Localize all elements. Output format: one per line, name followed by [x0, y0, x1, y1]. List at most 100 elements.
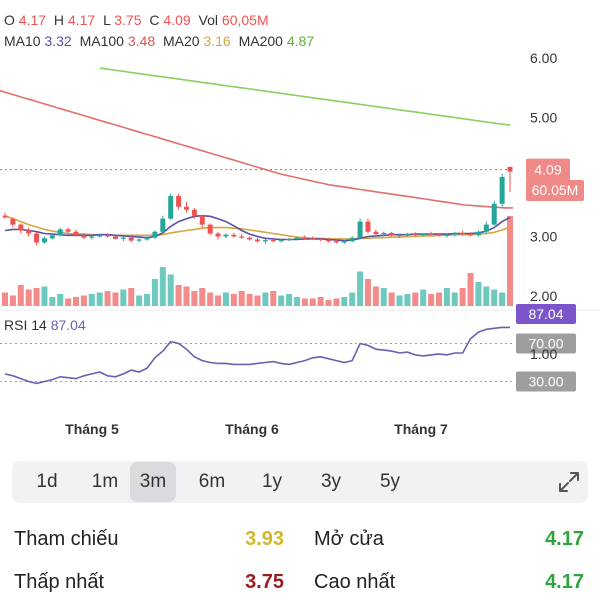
volume-bar: [325, 300, 332, 306]
period-button-6m[interactable]: 6m: [198, 471, 226, 492]
candle: [381, 231, 387, 237]
candle-body: [144, 237, 150, 240]
candle-body: [326, 240, 332, 242]
volume-bar: [475, 282, 482, 306]
candle-body: [207, 224, 213, 234]
candle-body: [215, 233, 221, 237]
candle: [483, 221, 489, 234]
candle-body: [286, 238, 292, 241]
candle-body: [89, 236, 95, 238]
last-volume-label: 60.05M: [532, 182, 579, 198]
period-button-3m[interactable]: 3m: [130, 462, 176, 502]
volume-bar: [293, 297, 300, 306]
candle: [183, 201, 189, 213]
candle: [397, 233, 403, 238]
candle: [120, 236, 126, 242]
candle-body: [199, 215, 205, 225]
volume-bar: [230, 294, 237, 306]
rsi-value-badge: [516, 304, 576, 324]
volume-bar: [238, 291, 245, 306]
period-button-3y[interactable]: 3y: [320, 471, 342, 492]
volume-bar: [120, 289, 127, 306]
candle-body: [262, 240, 268, 242]
candle-body: [491, 203, 497, 225]
rsi-value-label: 87.04: [528, 306, 563, 322]
x-axis-label: Tháng 6: [225, 421, 279, 437]
candle: [475, 230, 481, 237]
close-label: C: [149, 12, 160, 28]
candle: [105, 232, 111, 238]
volume-bar: [2, 292, 8, 306]
volume-bar: [88, 294, 95, 306]
volume-bar: [372, 286, 379, 306]
candle-body: [404, 234, 410, 236]
volume-bar: [183, 286, 190, 306]
period-button-1y[interactable]: 1y: [261, 471, 283, 492]
candle: [18, 223, 24, 234]
volume-bar: [443, 288, 450, 306]
candle: [302, 235, 308, 240]
candle-body: [444, 234, 450, 236]
candle-body: [26, 230, 32, 234]
candle-body: [65, 229, 71, 232]
price-tick-label: 3.00: [530, 229, 557, 245]
volume-bar: [222, 292, 229, 306]
period-button-1m[interactable]: 1m: [91, 471, 119, 492]
ma10-label: MA10: [4, 33, 41, 49]
expand-icon[interactable]: [556, 469, 582, 495]
candle: [270, 237, 276, 243]
period-button-1d[interactable]: 1d: [36, 471, 58, 492]
high-value: 4.17: [67, 12, 96, 28]
candle: [373, 229, 379, 237]
candle: [404, 232, 410, 237]
last-price-badge: [526, 158, 570, 181]
candle-body: [302, 237, 308, 239]
volume-bar: [499, 292, 506, 306]
volume-bar: [167, 274, 174, 306]
ma20-label: MA20: [163, 33, 200, 49]
candle: [341, 240, 347, 245]
candle-body: [310, 238, 316, 240]
price-tick-label: 6.00: [530, 50, 557, 66]
candle: [420, 232, 426, 237]
volume-bar: [41, 286, 48, 306]
volume-bar: [301, 298, 308, 306]
low-value: 3.75: [114, 12, 142, 28]
candle-body: [168, 196, 174, 219]
volume-bar: [278, 295, 285, 306]
candle: [73, 229, 79, 237]
candle-body: [420, 233, 426, 236]
candle-body: [389, 232, 395, 236]
candle-body: [18, 224, 24, 231]
candle-body: [49, 235, 55, 239]
reference-price-label: Tham chiếu: [14, 528, 119, 550]
candle-body: [428, 233, 434, 235]
volume-bar: [451, 292, 458, 306]
candle-body: [223, 234, 229, 237]
volume-bar: [73, 297, 80, 306]
candle: [357, 218, 363, 239]
candle-body: [41, 238, 47, 243]
volume-bar: [80, 295, 87, 306]
candle: [2, 212, 8, 219]
volume-bar: [388, 292, 395, 306]
candle: [207, 223, 213, 236]
candle: [223, 233, 229, 239]
volume-bar: [349, 292, 356, 306]
x-axis-label: Tháng 7: [394, 421, 448, 437]
candle-body: [160, 218, 166, 232]
candle-body: [136, 239, 142, 241]
candle-body: [247, 237, 253, 240]
period-button-5y[interactable]: 5y: [379, 471, 401, 492]
volume-bar: [404, 294, 411, 306]
volume-bar: [380, 288, 387, 306]
rsi-title-value: 87.04: [51, 317, 86, 333]
volume-bar: [57, 294, 64, 306]
candle: [128, 236, 134, 243]
ma10-line: [4, 214, 511, 242]
candle: [365, 218, 371, 234]
close-value: 4.09: [163, 12, 191, 28]
volume-bar: [112, 292, 119, 306]
highest-price-label: Cao nhất: [314, 571, 396, 593]
